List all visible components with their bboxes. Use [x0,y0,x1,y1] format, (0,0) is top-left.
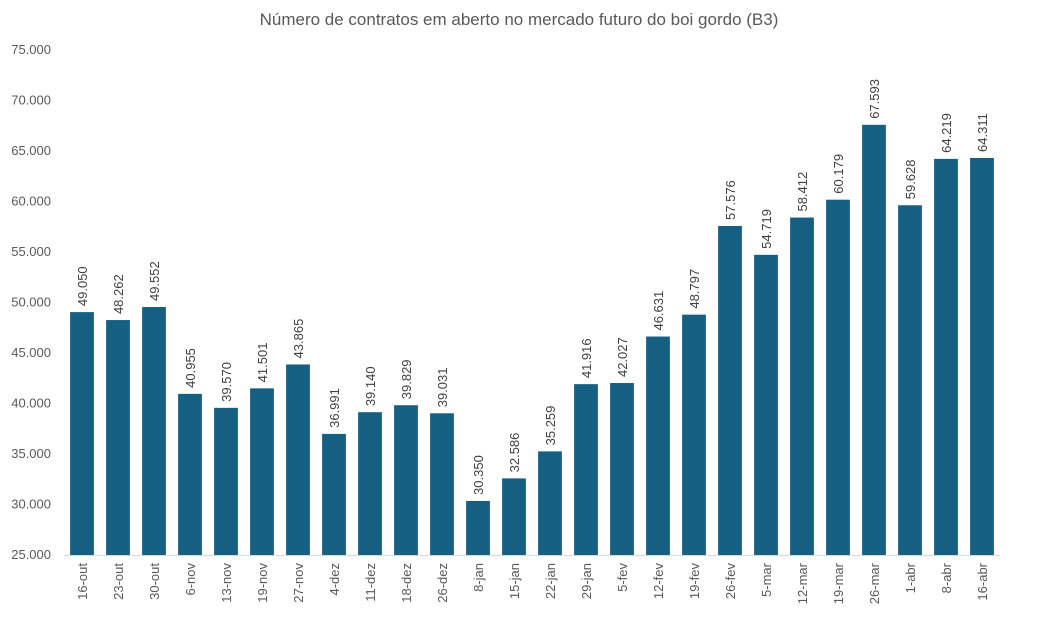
y-tick-label: 65.000 [11,143,51,158]
data-label: 64.311 [975,113,990,152]
y-tick-label: 75.000 [11,42,51,57]
bar [106,320,130,555]
data-label: 58.412 [795,172,810,212]
data-label: 32.586 [507,433,522,473]
x-tick-label: 15-jan [507,563,522,599]
x-tick-label: 16-out [75,563,90,600]
x-tick-label: 13-nov [219,563,234,603]
x-tick-label: 26-mar [867,562,882,604]
chart-title: Número de contratos em aberto no mercado… [259,10,779,29]
bar [898,205,922,555]
x-tick-label: 4-dez [327,563,342,596]
data-label: 57.576 [723,180,738,220]
data-label: 30.350 [471,455,486,495]
y-tick-label: 60.000 [11,194,51,209]
data-label: 42.027 [615,337,630,377]
data-label: 48.262 [111,274,126,314]
bar [970,157,994,555]
bar [430,413,454,555]
x-tick-label: 11-dez [363,563,378,602]
bar [250,388,274,555]
x-tick-label: 30-out [147,563,162,600]
data-label: 43.865 [291,319,306,359]
x-tick-label: 12-mar [795,562,810,604]
bar [214,407,238,555]
x-tick-label: 5-mar [759,562,774,597]
bar [286,364,310,555]
x-tick-label: 8-jan [471,563,486,592]
data-label: 67.593 [867,79,882,119]
bar [826,199,850,556]
data-label: 35.259 [543,406,558,446]
y-tick-label: 40.000 [11,396,51,411]
x-tick-label: 26-fev [723,563,738,600]
data-label: 49.050 [75,266,90,306]
x-tick-label: 16-abr [975,562,990,600]
y-tick-label: 35.000 [11,446,51,461]
x-tick-label: 23-out [111,563,126,600]
data-label: 41.916 [579,338,594,378]
data-label: 40.955 [183,348,198,388]
x-tick-label: 5-fev [615,563,630,592]
x-tick-label: 12-fev [651,563,666,600]
bar [322,433,346,555]
data-label: 41.501 [255,343,270,383]
y-tick-label: 50.000 [11,295,51,310]
x-tick-label: 18-dez [399,563,414,603]
data-label: 39.570 [219,362,234,402]
x-tick-label: 26-dez [435,563,450,603]
data-label: 39.031 [435,368,450,408]
bar [790,217,814,555]
x-tick-label: 19-mar [831,562,846,604]
data-label: 60.179 [831,154,846,194]
bar [718,225,742,555]
y-tick-label: 45.000 [11,345,51,360]
bar [754,254,778,555]
bar [394,405,418,555]
data-label: 59.628 [903,159,918,199]
bar [70,312,94,555]
y-tick-label: 55.000 [11,244,51,259]
x-tick-label: 8-abr [939,562,954,593]
x-tick-label: 22-jan [543,563,558,599]
x-tick-label: 27-nov [291,563,306,603]
data-label: 36.991 [327,388,342,428]
bar [358,412,382,555]
y-tick-label: 30.000 [11,497,51,512]
data-label: 49.552 [147,261,162,301]
x-tick-label: 29-jan [579,563,594,599]
y-tick-label: 70.000 [11,93,51,108]
bar [862,124,886,555]
x-tick-label: 6-nov [183,563,198,596]
x-tick-label: 19-fev [687,563,702,600]
y-tick-label: 25.000 [11,547,51,562]
bar [682,314,706,555]
bar [610,383,634,555]
bar [178,393,202,555]
bar [502,478,526,555]
bar [574,384,598,555]
bar [934,158,958,555]
bar [466,500,490,555]
bar [538,451,562,555]
x-tick-label: 1-abr [903,562,918,593]
data-label: 48.797 [687,269,702,309]
data-label: 54.719 [759,209,774,249]
data-label: 46.631 [651,291,666,331]
data-label: 39.829 [399,359,414,399]
data-label: 64.219 [939,113,954,153]
x-tick-label: 19-nov [255,563,270,603]
data-label: 39.140 [363,366,378,406]
bar [646,336,670,555]
bar [142,307,166,555]
